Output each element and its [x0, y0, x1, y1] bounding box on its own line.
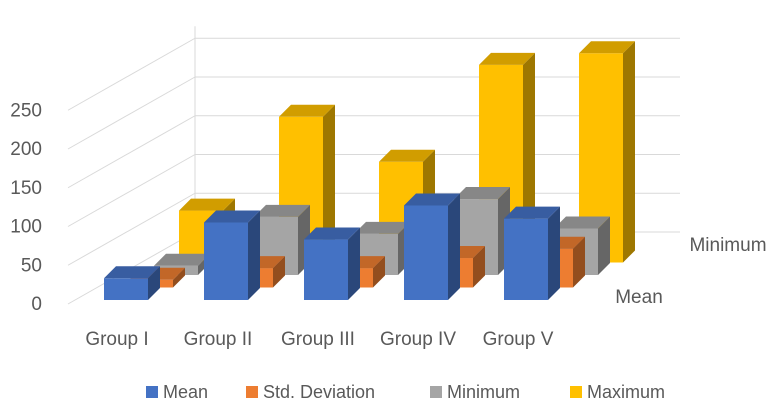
x-tick-label: Group I: [85, 329, 148, 350]
x-tick-label: Group III: [281, 329, 355, 350]
legend-item-std-deviation: Std. Deviation: [246, 382, 375, 402]
bar-mean-group-v: [504, 206, 560, 300]
bar-mean-group-i: [104, 266, 160, 300]
depth-axis-label: Minimum: [689, 235, 766, 256]
legend-item-mean: Mean: [146, 382, 208, 402]
y-axis-ticks: 0 50 100 150 200 250: [10, 100, 42, 315]
bar-mean-group-iv: [404, 193, 460, 300]
legend-swatch: [430, 386, 442, 398]
x-tick-label: Group IV: [380, 329, 456, 350]
legend-swatch: [570, 386, 582, 398]
gridline-side-1: [67, 192, 196, 266]
gridline-side-2: [67, 154, 196, 227]
gridline-side-4: [67, 76, 196, 150]
depth-axis-labels: Minimum Mean: [615, 235, 766, 308]
legend-item-minimum: Minimum: [430, 382, 520, 402]
legend-label: Mean: [163, 382, 208, 402]
x-tick-label: Group V: [483, 329, 554, 350]
gridline-side-3: [67, 115, 196, 189]
legend-item-maximum: Maximum: [570, 382, 665, 402]
legend-swatch: [246, 386, 258, 398]
y-tick-label: 200: [10, 139, 42, 160]
y-tick-label: 150: [10, 178, 42, 199]
bar-mean-group-iii: [304, 227, 360, 300]
legend-label: Std. Deviation: [263, 382, 375, 402]
gridline-side-5: [67, 37, 196, 111]
bars: [104, 41, 635, 300]
y-tick-label: 100: [10, 217, 42, 238]
bar-mean-group-ii: [204, 210, 260, 300]
legend: Mean Std. Deviation Minimum Maximum: [146, 382, 665, 402]
y-tick-label: 0: [31, 294, 42, 315]
legend-swatch: [146, 386, 158, 398]
legend-label: Maximum: [587, 382, 665, 402]
x-axis-labels: Group I Group II Group III Group IV Group V: [85, 329, 553, 350]
x-tick-label: Group II: [184, 329, 253, 350]
depth-axis-label: Mean: [615, 287, 663, 308]
y-tick-label: 50: [21, 255, 42, 276]
y-tick-label: 250: [10, 100, 42, 121]
legend-label: Minimum: [447, 382, 520, 402]
